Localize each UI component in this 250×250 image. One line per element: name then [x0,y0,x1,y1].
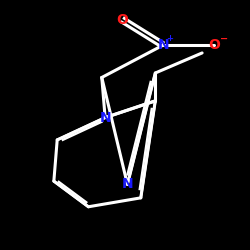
Text: N: N [157,38,169,52]
Text: O: O [116,12,128,26]
Text: O: O [208,38,220,52]
Text: −: − [220,34,228,44]
Text: N: N [99,110,111,124]
Text: N: N [122,178,133,192]
Text: +: + [166,34,173,43]
